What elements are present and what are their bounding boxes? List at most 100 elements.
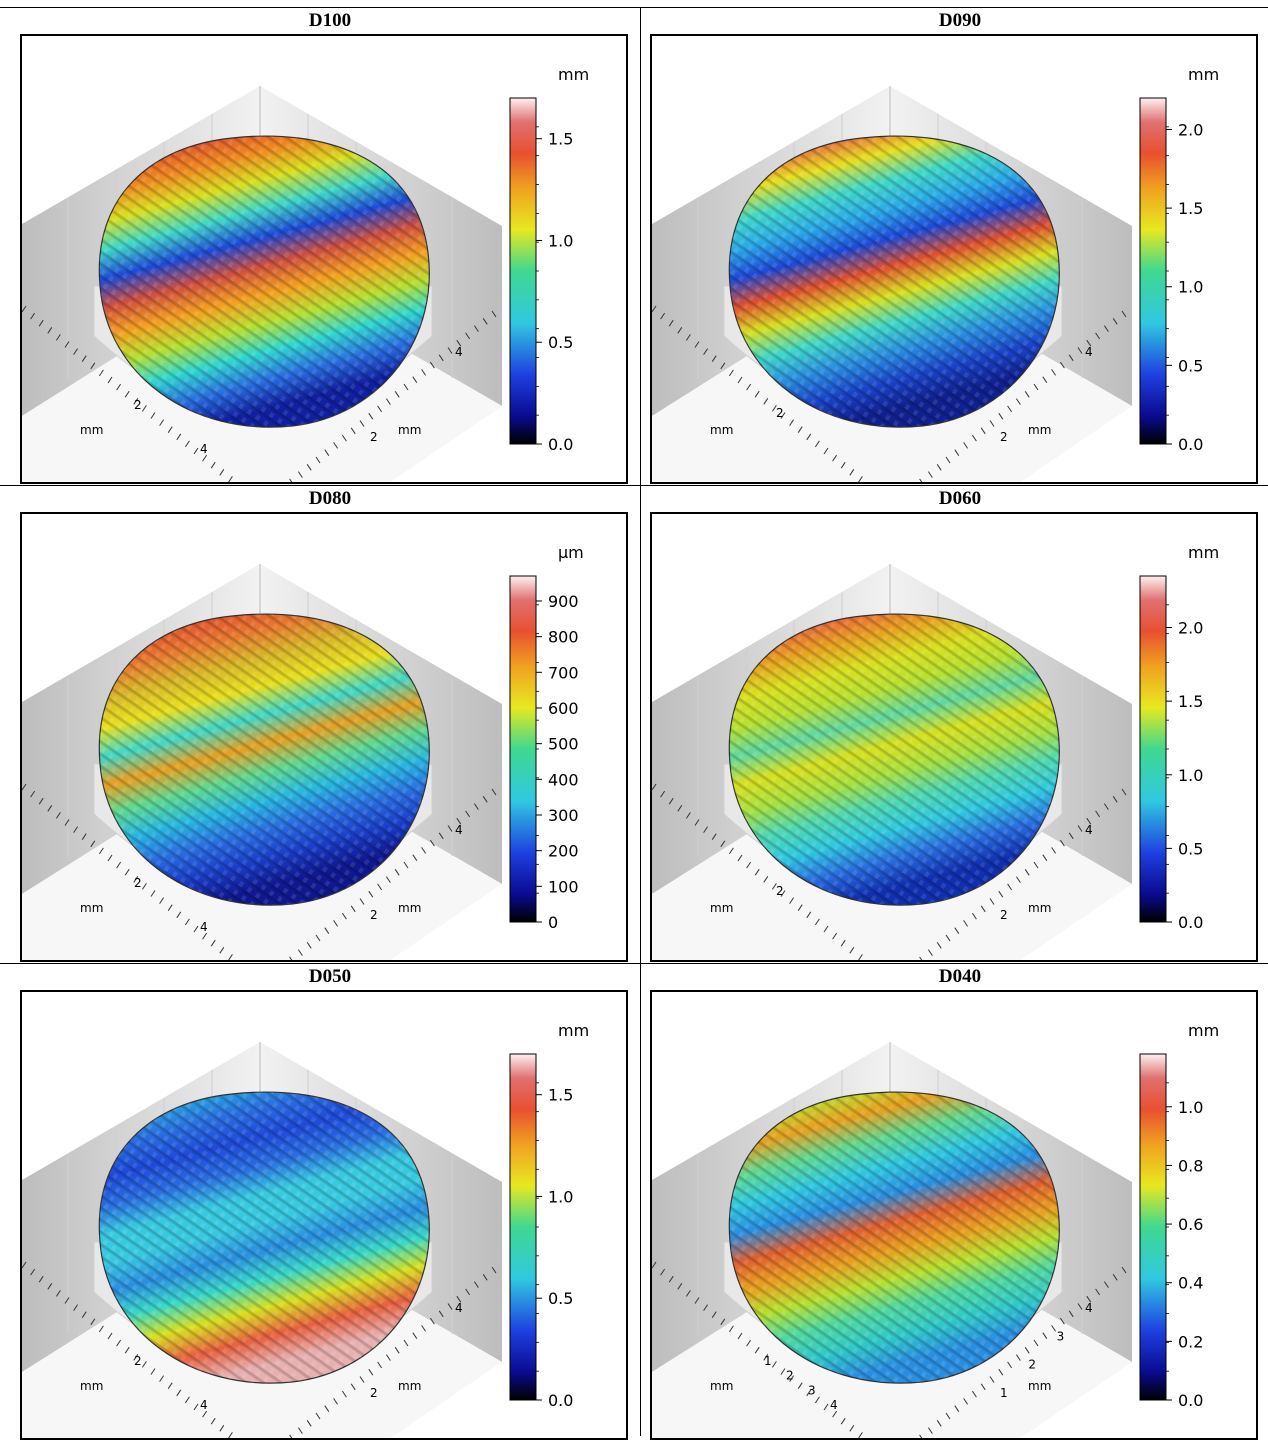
axis-tick (1042, 1332, 1048, 1339)
axis-tick (81, 355, 87, 362)
axis-tick (703, 826, 709, 833)
axis-tick (711, 833, 717, 840)
axis-tick (1095, 810, 1101, 818)
colorbar-tick-label: 1.0 (548, 1187, 573, 1206)
axis-tick (1007, 883, 1013, 891)
axis-tick (306, 1420, 312, 1427)
axis-tick (219, 469, 225, 476)
axis-tick (1033, 383, 1039, 391)
axis-tick (763, 876, 769, 883)
axis-tick (840, 1417, 846, 1425)
axis-tick (858, 476, 863, 482)
left-axis (652, 783, 863, 960)
axis-tick (1121, 788, 1127, 796)
axis-tick (668, 1275, 674, 1283)
axis-tick (746, 1339, 752, 1347)
axis-tick (359, 1376, 365, 1383)
panel-d060: D060 2 mm 2 4 mm mm 2.0 1.5 1.0 0.5 0.0 (650, 488, 1268, 962)
axis-tick (22, 1261, 27, 1269)
axis-tick (1103, 1281, 1109, 1288)
right-axis-tick-label: 4 (1085, 345, 1093, 359)
axis-tick (720, 840, 726, 848)
colorbar-tick-label: 0.4 (1178, 1274, 1203, 1293)
axis-tick (652, 1261, 657, 1269)
axis-tick (919, 956, 923, 960)
axis-tick (176, 1389, 182, 1397)
axis-tick (1024, 1347, 1030, 1354)
right-axis-tick-label: 4 (455, 1301, 463, 1315)
colorbar-tick-label: 700 (548, 663, 579, 682)
colorbar-tick-label: 1.0 (1178, 278, 1203, 297)
axis-tick (963, 920, 969, 927)
axis-tick (771, 883, 777, 890)
axis-tick (64, 819, 70, 826)
axis-tick (728, 847, 734, 855)
axis-tick (90, 1318, 96, 1326)
axis-tick (141, 405, 147, 412)
axis-tick (473, 803, 479, 810)
axis-tick (350, 1383, 356, 1391)
axis-tick (945, 1412, 951, 1420)
axis-tick (412, 1332, 418, 1339)
right-axis-tick-label: 3 (1057, 1329, 1065, 1343)
axis-tick (22, 305, 27, 313)
axis-tick (429, 361, 435, 369)
axis-tick (133, 1354, 139, 1361)
colorbar (509, 1053, 537, 1401)
axis-tick (333, 1398, 339, 1405)
right-axis (289, 1266, 497, 1438)
panel-title: D100 (308, 10, 352, 31)
axis-tick (465, 1288, 471, 1296)
axis-tick (1007, 1361, 1013, 1369)
axis-tick (315, 1412, 321, 1420)
axis-tick (737, 376, 743, 384)
colorbar-tick-label: 0.8 (1178, 1156, 1203, 1175)
surface-plot: 2 mm 2 4 mm mm 2.0 1.5 1.0 0.5 0.0 (650, 512, 1258, 962)
axis-tick (1068, 1310, 1074, 1318)
right-axis-tick-label: 4 (455, 823, 463, 837)
axis-tick (1059, 839, 1065, 847)
axis-tick (668, 797, 674, 805)
right-axis-tick-label: 2 (1000, 908, 1008, 922)
right-axis-tick-label: 2 (1028, 1358, 1036, 1372)
axis-tick (324, 927, 330, 934)
axis-tick (176, 433, 182, 441)
axis-tick (421, 369, 427, 376)
colorbar-tick-label: 0.6 (1178, 1215, 1203, 1234)
axis-tick (797, 426, 803, 433)
axis-tick (73, 1304, 79, 1311)
axis-tick (447, 825, 453, 832)
axis-tick (763, 398, 769, 405)
axis-tick (359, 898, 365, 905)
axis-tick (38, 319, 44, 327)
axis-tick (1095, 332, 1101, 340)
axis-tick (971, 1390, 977, 1398)
colorbar-tick-label: 300 (548, 806, 579, 825)
axis-tick (350, 427, 356, 435)
axis-tick (1112, 796, 1118, 803)
axis-tick (184, 1396, 190, 1404)
axis-tick (814, 440, 820, 448)
axis-tick (210, 939, 216, 947)
axis-tick (429, 839, 435, 847)
axis-tick (806, 911, 812, 919)
colorbar (1139, 1053, 1167, 1401)
colorbar (509, 575, 537, 923)
axis-tick (1059, 361, 1065, 369)
left-axis-tick-label: 2 (776, 884, 784, 898)
axis-tick (1103, 803, 1109, 810)
axis-tick (685, 334, 691, 341)
axis-tick (936, 464, 942, 471)
colorbar-tick-label: 0.5 (1178, 839, 1203, 858)
axis-tick (403, 1339, 409, 1347)
right-axis-unit: mm (1028, 423, 1051, 437)
axis-tick (660, 790, 666, 798)
colorbar-tick-label: 900 (548, 592, 579, 611)
axis-tick (333, 442, 339, 449)
axis-tick (159, 897, 165, 904)
colorbar-tick-label: 800 (548, 628, 579, 647)
axis-tick (771, 405, 777, 412)
axis-tick (341, 912, 347, 920)
axis-tick (954, 927, 960, 934)
axis-tick (660, 1268, 666, 1276)
